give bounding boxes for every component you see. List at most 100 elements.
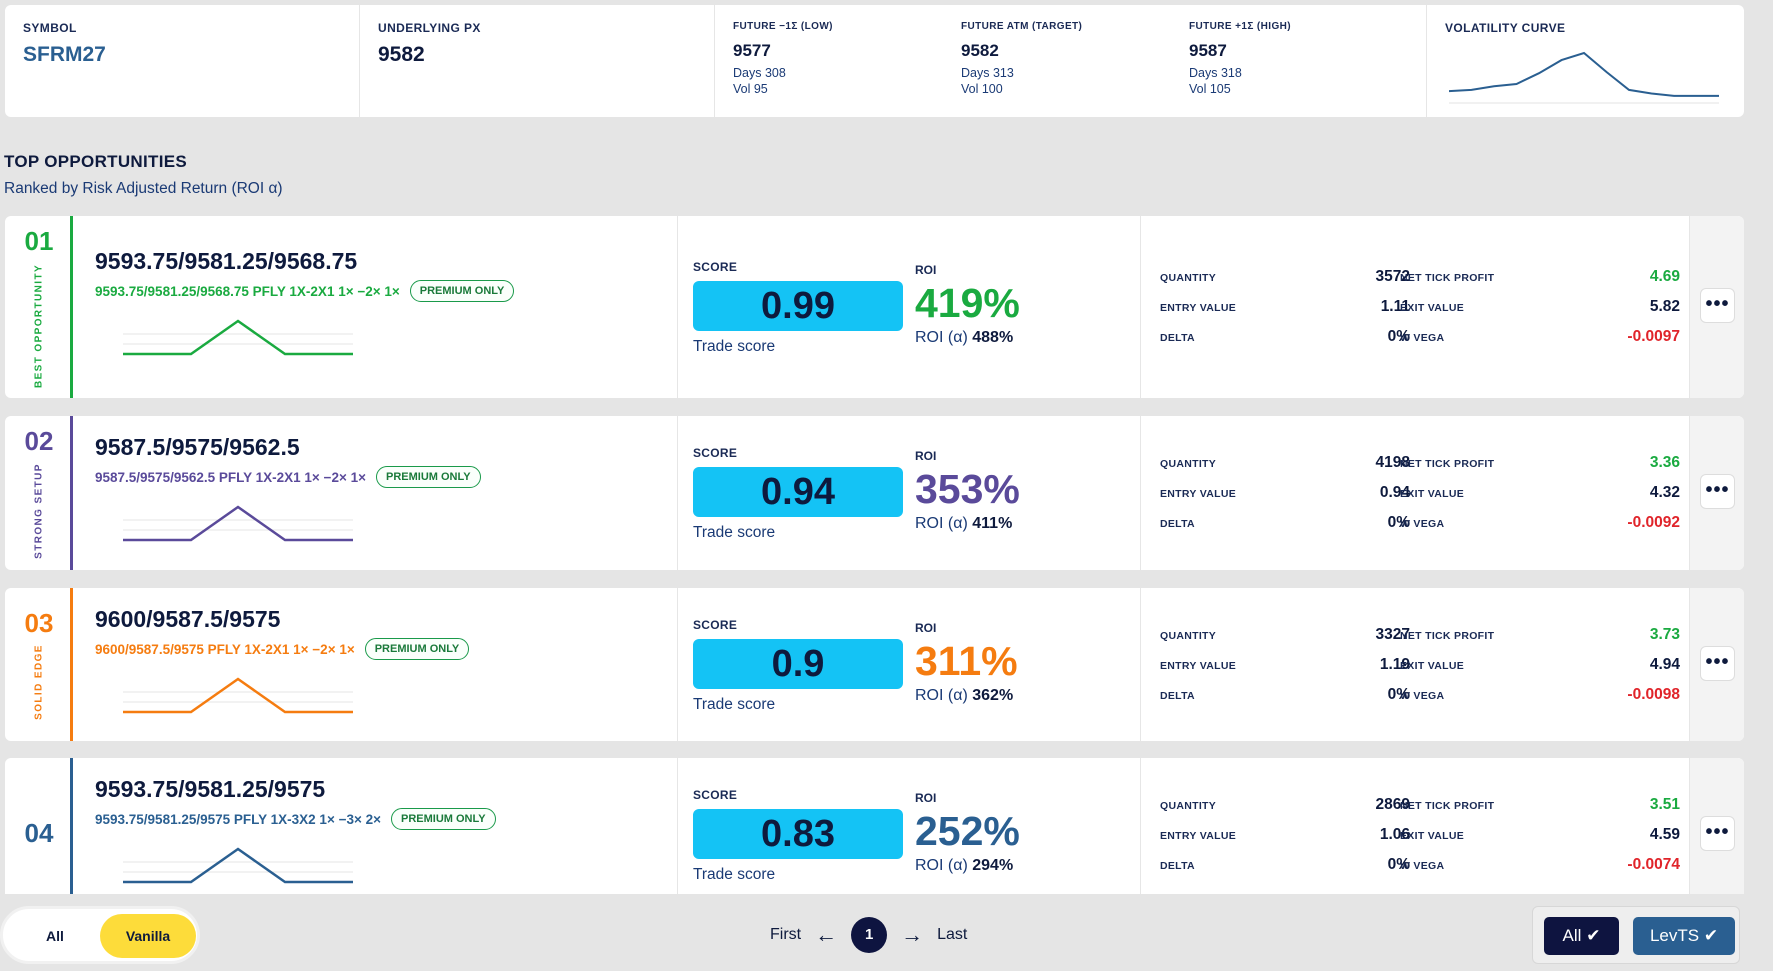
arrow-right-icon[interactable]: →	[901, 922, 924, 947]
net-tick-profit-label: NET TICK PROFIT	[1400, 800, 1495, 812]
filter-levts-button[interactable]: LevTS ✔	[1633, 917, 1735, 955]
future-high: FUTURE +1Σ (HIGH) 9587 Days 318 Vol 105	[1189, 21, 1291, 97]
check-icon: ✔	[1586, 926, 1601, 945]
roi-label: ROI	[915, 449, 937, 463]
divider	[1140, 588, 1141, 741]
more-horizontal-icon[interactable]: •••	[1700, 288, 1735, 323]
exit-value-label: EXIT VALUE	[1400, 302, 1465, 314]
exit-value: 5.82	[1649, 298, 1680, 315]
roi-alpha: ROI (α) 294%	[915, 857, 1020, 875]
future-low: FUTURE −1Σ (LOW) 9577 Days 308 Vol 95	[733, 21, 833, 97]
score-value: 0.99	[693, 281, 903, 331]
roi-alpha-value: 488%	[972, 329, 1014, 346]
stats-row: DELTA 0% W VEGA -0.0097	[1160, 326, 1680, 356]
divider	[677, 758, 678, 894]
score-label: SCORE	[693, 618, 738, 632]
opportunity-card[interactable]: 02 STRONG SETUP 9587.5/9575/9562.5 9587.…	[5, 416, 1744, 570]
entry-value-label: ENTRY VALUE	[1160, 660, 1237, 672]
trade-stats: QUANTITY 2869 NET TICK PROFIT 3.51 ENTRY…	[1160, 794, 1680, 884]
stats-row: DELTA 0% W VEGA -0.0098	[1160, 684, 1680, 714]
trade-stats: QUANTITY 4198 NET TICK PROFIT 3.36 ENTRY…	[1160, 452, 1680, 542]
more-horizontal-icon[interactable]: •••	[1700, 816, 1735, 851]
underlying-cell: UNDERLYING PX 9582	[360, 5, 715, 117]
opportunity-card[interactable]: 03 SOLID EDGE 9600/9587.5/9575 9600/9587…	[5, 588, 1744, 741]
volatility-curve-cell: VOLATILITY CURVE	[1427, 5, 1744, 117]
trade-strikes: 9600/9587.5/9575	[95, 606, 281, 632]
stats-row: DELTA 0% W VEGA -0.0074	[1160, 854, 1680, 884]
divider	[1140, 216, 1141, 398]
w-vega-label: W VEGA	[1400, 860, 1445, 872]
future-high-vol: Vol 105	[1189, 82, 1231, 96]
trade-description: 9593.75/9581.25/9568.75 PFLY 1X-2X1 1× −…	[95, 280, 515, 302]
score-value: 0.83	[693, 809, 903, 859]
section-title: TOP OPPORTUNITIES	[4, 152, 188, 171]
quantity-value: 3572	[1375, 268, 1410, 285]
filter-group: All ✔ LevTS ✔	[1532, 906, 1740, 964]
future-atm: FUTURE ATM (TARGET) 9582 Days 313 Vol 10…	[961, 21, 1082, 97]
divider	[677, 416, 678, 570]
score-box: SCORE 0.83 Trade score	[693, 788, 903, 884]
roi-alpha-value: 362%	[972, 687, 1014, 704]
w-vega-value: -0.0097	[1627, 328, 1680, 345]
stats-row: QUANTITY 2869 NET TICK PROFIT 3.51	[1160, 794, 1680, 824]
arrow-left-icon[interactable]: ←	[815, 922, 838, 947]
w-vega-label: W VEGA	[1400, 518, 1445, 530]
rank-column: 03 SOLID EDGE	[5, 588, 73, 741]
future-low-days: Days 308	[733, 66, 786, 80]
payoff-diagram	[123, 505, 353, 542]
toggle-all[interactable]: All	[46, 928, 64, 944]
score-label: SCORE	[693, 788, 738, 802]
pager-first[interactable]: First	[770, 926, 802, 943]
trade-info: 9587.5/9575/9562.5 9587.5/9575/9562.5 PF…	[95, 416, 675, 570]
symbol-cell: SYMBOL SFRM27	[5, 5, 360, 117]
future-atm-label: FUTURE ATM (TARGET)	[961, 21, 1083, 32]
roi-value: 419%	[915, 280, 1020, 326]
future-atm-value: 9582	[961, 41, 999, 60]
more-column: •••	[1689, 216, 1744, 398]
rank-number: 03	[24, 608, 54, 638]
trade-description: 9593.75/9581.25/9575 PFLY 1X-3X2 1× −3× …	[95, 808, 496, 830]
opportunity-card[interactable]: 04 9593.75/9581.25/9575 9593.75/9581.25/…	[5, 758, 1744, 894]
roi-box: ROI 252% ROI (α) 294%	[915, 791, 1020, 875]
quantity-value: 3327	[1375, 626, 1410, 643]
roi-alpha-value: 294%	[972, 857, 1014, 874]
payoff-diagram	[123, 847, 353, 884]
pager-last[interactable]: Last	[937, 926, 968, 943]
entry-value: 0.94	[1379, 484, 1410, 501]
roi-value: 311%	[915, 638, 1018, 684]
trade-description: 9600/9587.5/9575 PFLY 1X-2X1 1× −2× 1× P…	[95, 638, 470, 660]
delta-value: 0%	[1387, 328, 1410, 345]
more-column: •••	[1689, 416, 1744, 570]
trade-strikes: 9587.5/9575/9562.5	[95, 434, 300, 460]
roi-alpha: ROI (α) 362%	[915, 687, 1018, 705]
type-toggle: All Vanilla	[0, 906, 200, 964]
delta-label: DELTA	[1160, 860, 1195, 872]
volatility-curve-label: VOLATILITY CURVE	[1445, 21, 1566, 35]
score-box: SCORE 0.9 Trade score	[693, 618, 903, 714]
filter-all-label: All	[1562, 926, 1582, 945]
premium-badge: PREMIUM ONLY	[364, 638, 470, 660]
net-tick-profit-label: NET TICK PROFIT	[1400, 272, 1495, 284]
future-high-label: FUTURE +1Σ (HIGH)	[1189, 21, 1291, 32]
exit-value-label: EXIT VALUE	[1400, 830, 1465, 842]
premium-badge: PREMIUM ONLY	[409, 280, 515, 302]
quantity-label: QUANTITY	[1160, 272, 1217, 284]
filter-all-button[interactable]: All ✔	[1544, 917, 1619, 955]
more-column: •••	[1689, 758, 1744, 894]
stats-row: ENTRY VALUE 0.94 EXIT VALUE 4.32	[1160, 482, 1680, 512]
quantity-value: 4198	[1375, 454, 1410, 471]
trade-info: 9600/9587.5/9575 9600/9587.5/9575 PFLY 1…	[95, 588, 675, 741]
trade-info: 9593.75/9581.25/9568.75 9593.75/9581.25/…	[95, 216, 675, 398]
roi-label: ROI	[915, 263, 937, 277]
trade-description-text: 9593.75/9581.25/9568.75 PFLY 1X-2X1 1× −…	[95, 283, 400, 299]
toggle-vanilla[interactable]: Vanilla	[100, 914, 196, 958]
premium-badge: PREMIUM ONLY	[391, 808, 496, 830]
roi-alpha-label: ROI (α)	[915, 515, 968, 532]
rank-tag: STRONG SETUP	[33, 463, 45, 559]
opportunity-card[interactable]: 01 BEST OPPORTUNITY 9593.75/9581.25/9568…	[5, 216, 1744, 398]
more-horizontal-icon[interactable]: •••	[1700, 646, 1735, 681]
score-label: SCORE	[693, 260, 738, 274]
pager-current-page[interactable]: 1	[851, 917, 888, 953]
w-vega-label: W VEGA	[1400, 332, 1445, 344]
more-horizontal-icon[interactable]: •••	[1700, 474, 1735, 509]
